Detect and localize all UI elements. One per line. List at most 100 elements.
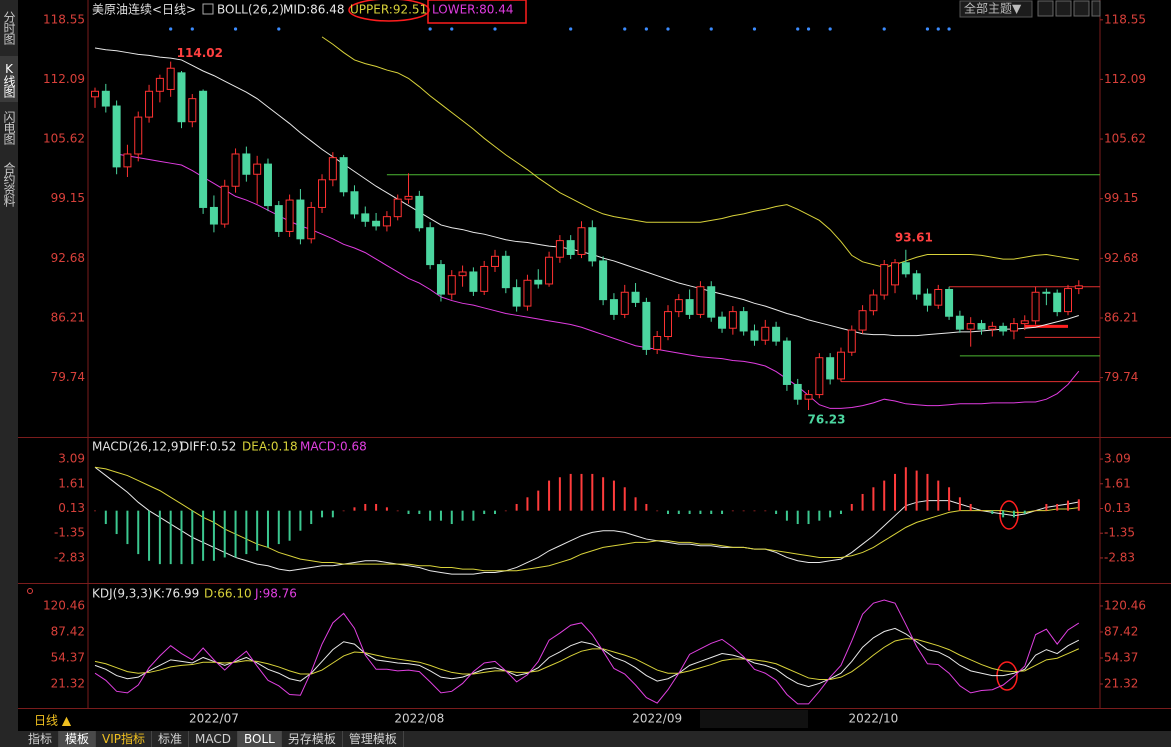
histogram-bar [591,474,593,511]
histogram-bar [764,511,766,512]
histogram-bar [581,474,583,511]
signal-dot [937,27,940,30]
candle-body [783,341,790,384]
histogram-bar [970,504,972,511]
candle-body [848,330,855,352]
tool-button[interactable] [1056,1,1071,16]
histogram-bar [1013,511,1015,518]
signal-dot [666,27,669,30]
y-tick-label-right: 92.68 [1104,251,1138,265]
signal-dot [569,27,572,30]
y-tick-label: 3.09 [58,452,85,466]
pane-title: MACD(26,12,9) [92,440,183,454]
candle-body [967,324,974,330]
indicator-name: BOLL(26,2) [217,3,284,17]
histogram-bar [224,511,226,558]
candle-body [719,317,726,328]
legend-entry: K:76.99 [153,587,199,601]
bottom-tab[interactable]: 管理模板 [343,731,404,747]
bottom-tab[interactable]: VIP指标 [96,731,152,747]
histogram-bar [375,504,377,511]
candle-body [751,331,758,340]
candle-body [492,256,499,266]
histogram-bar [753,511,755,512]
y-tick-label-right: 79.74 [1104,370,1138,384]
histogram-bar [353,507,355,510]
bottom-tab[interactable]: 指标 [0,731,59,747]
histogram-bar [635,497,637,510]
histogram-bar [462,511,464,521]
candle-body [362,214,369,221]
histogram-bar [818,511,820,521]
y-tick-label: 21.32 [51,676,85,690]
histogram-bar [505,511,507,512]
signal-dot [493,27,496,30]
candle-body [946,289,953,316]
y-tick-label: 99.15 [51,191,85,205]
histogram-bar [105,511,107,524]
y-tick-label: 86.21 [51,310,85,324]
period-selector[interactable]: 日线 ▲ [34,714,72,728]
sidebar-tab[interactable]: K线图 [0,56,18,102]
y-tick-label-right: 120.46 [1104,598,1146,612]
tool-button[interactable] [1038,1,1053,16]
candle-body [902,263,909,274]
histogram-bar [570,474,572,511]
histogram-bar [343,511,345,512]
bottom-tab[interactable]: 标准 [152,731,189,747]
sidebar-tab[interactable]: 合约资料 [0,154,18,214]
legend-entry: LOWER:80.44 [432,3,514,17]
candle-body [319,180,326,208]
candle-body [1021,321,1028,324]
legend-entry: DEA:0.18 [242,440,298,454]
candle-body [729,312,736,329]
tool-button[interactable] [1092,1,1100,16]
theme-select[interactable]: 全部主题▼ [964,1,1022,16]
histogram-bar [1078,499,1080,510]
y-tick-label: 79.74 [51,370,85,384]
candle-body [870,295,877,311]
candle-body [697,287,704,315]
candle-body [859,311,866,330]
y-tick-label: 118.55 [43,12,85,26]
y-tick-label-right: 1.61 [1104,476,1131,490]
bottom-tab[interactable]: BOLL [238,731,282,747]
bottom-tab[interactable]: MACD [189,731,238,747]
y-tick-label: 1.61 [58,476,85,490]
histogram-bar [645,504,647,511]
histogram-bar [180,511,182,564]
sidebar-tab[interactable]: 分时图 [0,4,18,50]
candle-body [773,327,780,341]
candle-body [740,312,747,331]
candle-body [805,395,812,400]
histogram-bar [213,511,215,561]
candle-body [405,196,412,199]
histogram-bar [267,511,269,548]
histogram-bar [721,511,723,514]
signal-dot [450,27,453,30]
histogram-bar [775,511,777,514]
candle-body [329,158,336,180]
histogram-bar [808,511,810,524]
candle-body [621,292,628,314]
x-tick-label: 2022/07 [189,712,239,726]
candle-body [232,154,239,186]
bottom-tab[interactable]: 另存模板 [282,731,343,747]
candle-body [221,186,228,224]
candle-body [989,326,996,329]
candle-body [340,158,347,192]
bottom-tab[interactable]: 模板 [59,731,96,747]
candle-body [254,164,261,174]
histogram-bar [289,511,291,541]
signal-dot [926,27,929,30]
candle-body [762,327,769,340]
tool-button[interactable] [1074,1,1089,16]
sidebar-tab[interactable]: 闪电图 [0,104,18,150]
histogram-bar [786,511,788,521]
histogram-bar [710,511,712,514]
histogram-bar [894,474,896,511]
histogram-bar [851,504,853,511]
candle-body [135,117,142,154]
signal-dot [710,27,713,30]
histogram-bar [797,511,799,524]
